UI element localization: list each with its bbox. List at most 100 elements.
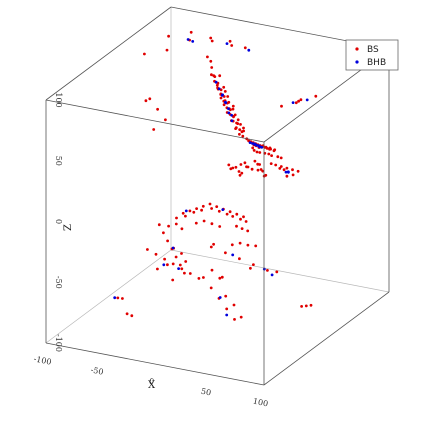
x-tick-label: -100 [33,354,52,367]
point-bs [212,242,216,246]
point-bs [184,214,187,218]
point-bs [269,162,273,166]
point-bs [235,224,238,228]
point-bs [174,255,178,259]
x-tick-label: 50 [200,387,212,398]
point-bs [233,318,236,321]
point-bs [210,207,214,210]
point-bs [180,227,184,231]
point-bhb [227,107,230,111]
z-tick-label: 50 [54,156,63,166]
point-bs [201,204,205,208]
point-bs [209,286,213,290]
point-bs [215,205,219,209]
point-bs [183,271,186,275]
point-bs [197,277,201,280]
point-bs [251,146,255,150]
point-bs [246,165,250,169]
box-edge [45,99,265,143]
point-bs [156,267,159,271]
box-front-edges [45,6,390,386]
point-bs [224,251,227,255]
point-bs [269,147,272,151]
point-bs [242,126,245,130]
point-bs [236,122,240,125]
point-bs [167,34,171,38]
box-edge [45,342,265,386]
point-bs [255,150,259,154]
point-bs [231,215,235,218]
point-bs [210,268,214,272]
point-bs [188,272,192,275]
point-bs [253,159,257,163]
point-bs [243,46,247,50]
point-bhb [225,313,229,317]
x-tick-label: 100 [252,397,269,409]
point-bhb [287,170,290,174]
point-bs [241,134,245,138]
point-bs [276,155,280,159]
point-bs [256,168,260,172]
point-bs [189,30,193,34]
point-bs [152,128,156,131]
point-bs [234,165,238,169]
point-bs [240,227,244,231]
point-bs [231,107,235,111]
z-tick-label: 0 [54,219,63,224]
point-bhb [162,263,166,267]
point-bs [314,94,318,98]
point-bs [285,174,289,178]
point-bs [166,263,169,267]
point-bs [238,128,242,132]
point-bs [238,241,242,245]
point-bs [291,173,295,177]
point-bhb [217,87,221,91]
point-bs [246,243,250,247]
point-bs [285,166,289,170]
point-bs [210,39,214,43]
point-bs [304,304,308,308]
point-bs [270,154,273,158]
point-bs [231,166,235,170]
point-bs [250,167,254,171]
point-bs [249,266,252,270]
point-bs [157,223,161,227]
point-bs [225,307,229,311]
point-bs [299,98,303,102]
point-bs [300,305,303,308]
z-tick-label: -50 [54,276,63,289]
point-bs [206,55,209,59]
point-bs [233,113,237,117]
legend: BS BHB [345,39,399,71]
point-bs [236,118,240,122]
point-bs [258,151,262,154]
point-bs [171,278,175,282]
point-bs [222,103,226,107]
point-bs [217,209,221,213]
box-back-edges [45,7,390,344]
point-bhb [230,113,234,117]
point-bs [192,210,196,214]
point-bs [156,107,160,111]
point-bs [212,74,216,77]
point-bs [280,104,283,108]
point-bs [202,276,205,279]
point-bs [227,100,231,104]
point-bs [252,149,256,152]
legend-label-bhb: BHB [367,58,386,68]
point-bhb [113,296,117,300]
point-bhb [291,101,295,104]
point-bs [121,297,124,300]
point-bhb [221,93,225,97]
box-edge-back [170,249,390,293]
x-tick-label: 0 [148,377,155,387]
point-bs [148,97,152,101]
point-bs [167,224,171,228]
point-bs [220,275,224,279]
point-bs [240,171,244,175]
point-bs [243,161,247,165]
point-bhb [171,246,175,250]
legend-label-bs: BS [367,45,379,55]
point-bs [259,168,263,171]
